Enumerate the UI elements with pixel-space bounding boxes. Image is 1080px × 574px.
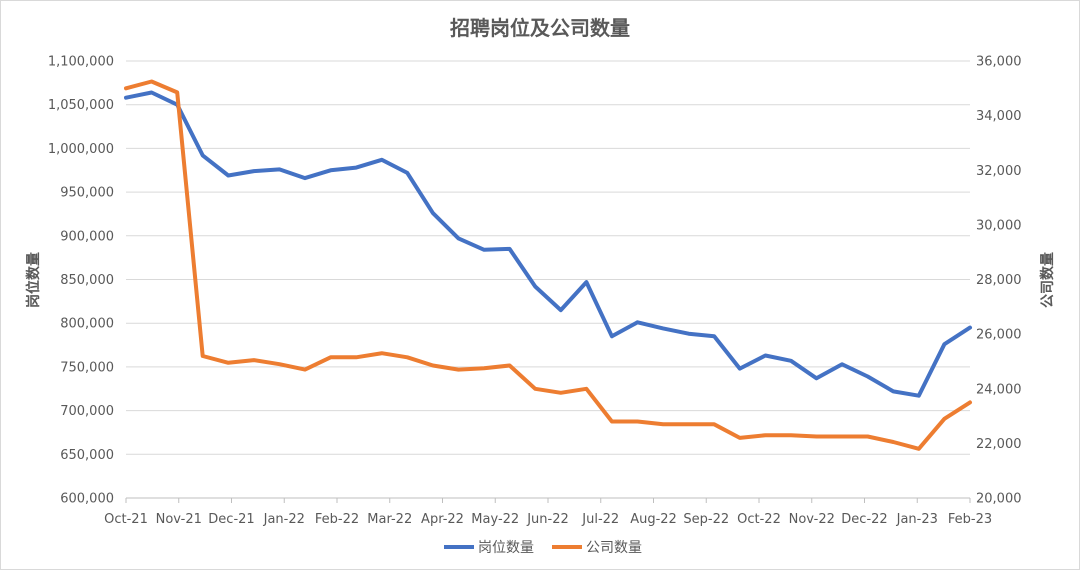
right-tick-label: 26,000: [976, 328, 1022, 343]
legend-label-jobs: 岗位数量: [478, 540, 534, 556]
left-tick-label: 1,100,000: [48, 55, 114, 70]
left-tick-label: 1,050,000: [48, 98, 114, 113]
legend-label-companies: 公司数量: [586, 540, 642, 556]
right-tick-label: 36,000: [976, 55, 1022, 70]
right-y-axis: 20,000 22,000 24,000 26,000 28,000 30,000 32,0…: [976, 55, 1022, 507]
right-tick-label: 20,000: [976, 492, 1022, 507]
x-tick-label: Dec-22: [841, 512, 887, 527]
x-tick-label: Oct-21: [104, 512, 148, 527]
x-tick-label: May-22: [471, 512, 519, 527]
right-tick-label: 32,000: [976, 164, 1022, 179]
series-line-jobs: [124, 90, 972, 398]
left-axis-label: 岗位数量: [25, 252, 42, 308]
left-tick-label: 600,000: [60, 492, 114, 507]
right-tick-label: 22,000: [976, 437, 1022, 452]
legend: 岗位数量 公司数量: [444, 540, 642, 556]
x-tick-label: Jan-22: [263, 512, 305, 527]
x-tick-label: Aug-22: [630, 512, 677, 527]
left-tick-label: 900,000: [60, 229, 114, 244]
x-tick-label: Oct-22: [737, 512, 781, 527]
left-tick-label: 750,000: [60, 360, 114, 375]
x-tick-label: Dec-21: [208, 512, 254, 527]
x-tick-label: Feb-22: [315, 512, 359, 527]
left-tick-label: 850,000: [60, 273, 114, 288]
left-y-axis: 600,000 650,000 700,000 750,000 800,000 850,0…: [48, 55, 114, 507]
series-lines: [124, 79, 972, 451]
right-tick-label: 34,000: [976, 109, 1022, 124]
right-tick-label: 24,000: [976, 382, 1022, 397]
x-axis: Oct-21 Nov-21 Dec-21 Jan-22 Feb-22 Mar-22 Apr-…: [104, 497, 992, 527]
x-tick-label: Jun-22: [526, 512, 569, 527]
x-tick-label: Nov-21: [156, 512, 202, 527]
left-tick-label: 1,000,000: [48, 142, 114, 157]
right-tick-label: 28,000: [976, 273, 1022, 288]
x-tick-label: Nov-22: [789, 512, 835, 527]
legend-item-companies: 公司数量: [552, 540, 642, 556]
left-tick-label: 800,000: [60, 317, 114, 332]
x-tick-label: Apr-22: [421, 512, 464, 527]
left-tick-label: 650,000: [60, 448, 114, 463]
left-tick-label: 950,000: [60, 186, 114, 201]
legend-item-jobs: 岗位数量: [444, 540, 534, 556]
x-tick-label: Feb-23: [948, 512, 992, 527]
right-tick-label: 30,000: [976, 218, 1022, 233]
series-line-companies: [124, 79, 972, 451]
right-axis-label: 公司数量: [1039, 252, 1056, 308]
x-tick-label: Sep-22: [683, 512, 729, 527]
x-tick-label: Mar-22: [367, 512, 412, 527]
x-tick-label: Jan-23: [896, 512, 938, 527]
chart-title: 招聘岗位及公司数量: [450, 16, 630, 40]
left-tick-label: 700,000: [60, 404, 114, 419]
x-tick-label: Jul-22: [581, 512, 619, 527]
